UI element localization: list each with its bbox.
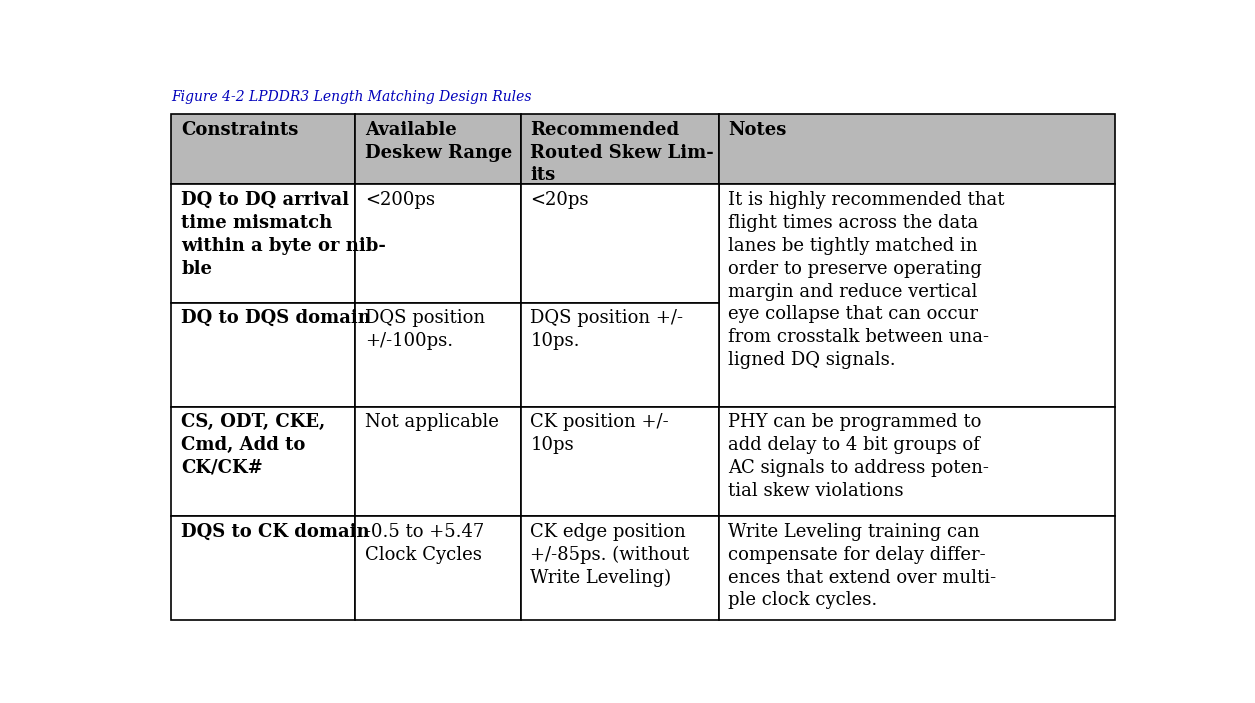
Bar [521, 184, 719, 302]
Bar [355, 302, 521, 406]
Text: CS, ODT, CKE,
Cmd, Add to
CK/CK#: CS, ODT, CKE, Cmd, Add to CK/CK# [181, 413, 325, 477]
Text: DQS to CK domain: DQS to CK domain [181, 523, 370, 541]
Text: DQ to DQS domain: DQ to DQS domain [181, 309, 371, 327]
Text: PHY can be programmed to
add delay to 4 bit groups of
AC signals to address pote: PHY can be programmed to add delay to 4 … [728, 413, 989, 500]
Text: It is highly recommended that
flight times across the data
lanes be tightly matc: It is highly recommended that flight tim… [728, 191, 1005, 369]
Text: DQS position +/-
10ps.: DQS position +/- 10ps. [531, 309, 683, 350]
Bar [172, 302, 355, 406]
Bar [719, 516, 1114, 620]
Bar [355, 406, 521, 516]
Bar [719, 406, 1114, 516]
Bar [521, 516, 719, 620]
Bar [172, 184, 355, 302]
Text: <200ps: <200ps [365, 191, 435, 209]
Bar [355, 516, 521, 620]
Bar [521, 406, 719, 516]
Bar [172, 516, 355, 620]
Bar [521, 114, 719, 184]
Text: DQ to DQ arrival
time mismatch
within a byte or nib-
ble: DQ to DQ arrival time mismatch within a … [181, 191, 387, 278]
Text: Notes: Notes [728, 121, 787, 138]
Text: <20ps: <20ps [531, 191, 589, 209]
Bar [355, 114, 521, 184]
Bar [719, 114, 1114, 184]
Text: DQS position
+/-100ps.: DQS position +/-100ps. [365, 309, 486, 350]
Text: CK position +/-
10ps: CK position +/- 10ps [531, 413, 669, 454]
Text: CK edge position
+/-85ps. (without
Write Leveling): CK edge position +/-85ps. (without Write… [531, 523, 689, 587]
Bar [521, 302, 719, 406]
Text: Write Leveling training can
compensate for delay differ-
ences that extend over : Write Leveling training can compensate f… [728, 523, 996, 610]
Bar [172, 114, 355, 184]
Text: Recommended
Routed Skew Lim-
its: Recommended Routed Skew Lim- its [531, 121, 714, 184]
Text: Available
Deskew Range: Available Deskew Range [365, 121, 512, 162]
Bar [355, 184, 521, 302]
Text: Not applicable: Not applicable [365, 413, 499, 431]
Bar [719, 184, 1114, 406]
Text: -0.5 to +5.47
Clock Cycles: -0.5 to +5.47 Clock Cycles [365, 523, 484, 564]
Text: Constraints: Constraints [181, 121, 299, 138]
Text: Figure 4-2 LPDDR3 Length Matching Design Rules: Figure 4-2 LPDDR3 Length Matching Design… [172, 90, 532, 104]
Bar [172, 406, 355, 516]
